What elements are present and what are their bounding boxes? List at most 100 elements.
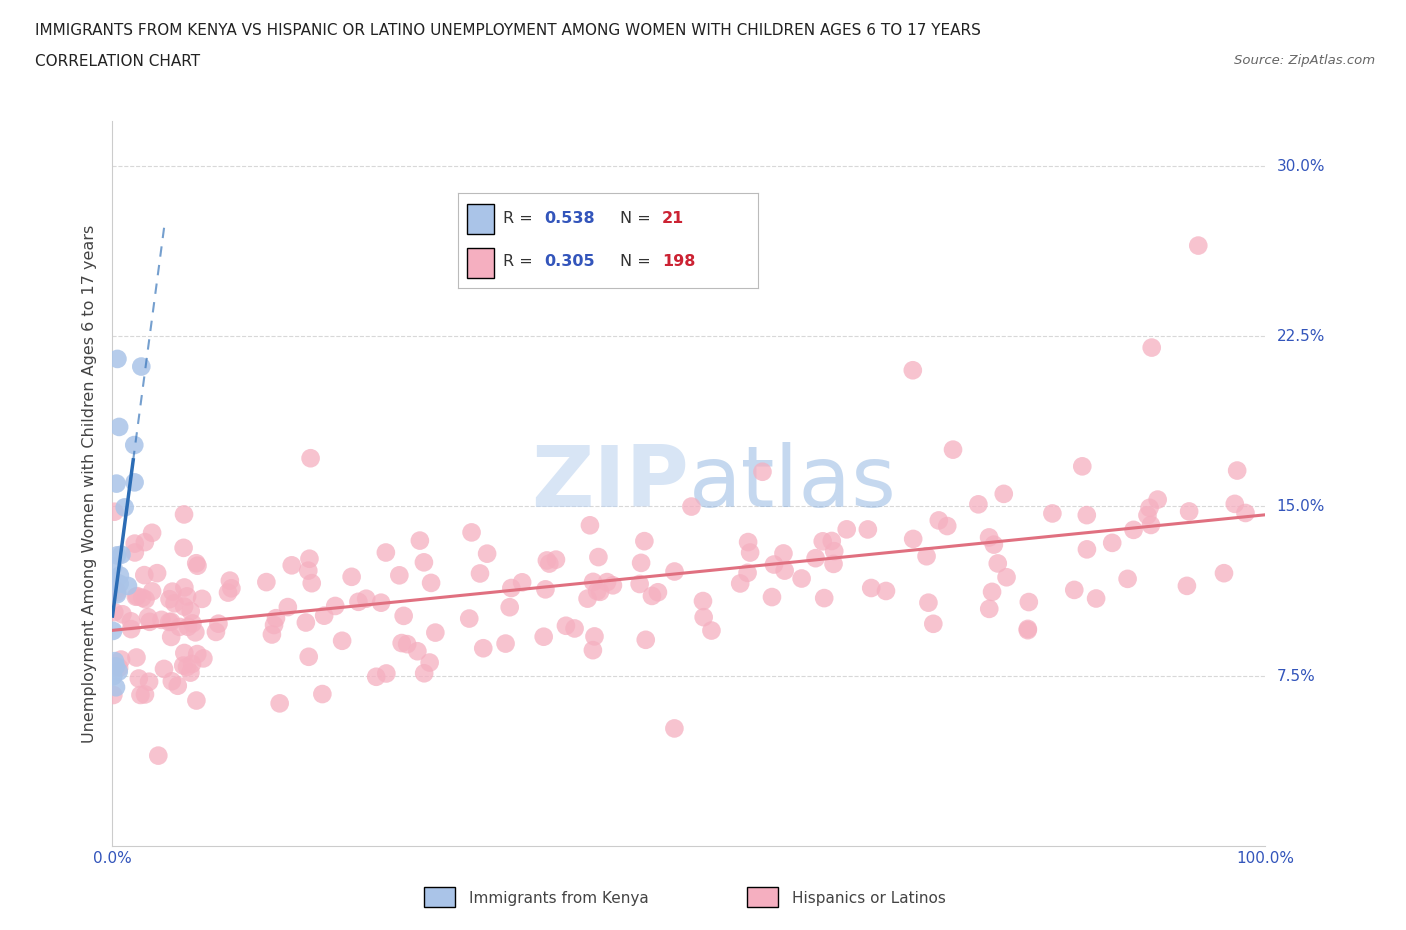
- Point: [134, 567, 156, 582]
- Point: [1017, 623, 1039, 638]
- Point: [1017, 621, 1039, 636]
- Point: [173, 507, 195, 522]
- Point: [263, 618, 285, 632]
- Point: [103, 687, 125, 702]
- Point: [163, 596, 186, 611]
- Point: [103, 604, 125, 619]
- Point: [915, 549, 938, 564]
- Point: [135, 592, 157, 607]
- Point: [295, 615, 318, 630]
- Point: [586, 584, 609, 599]
- Point: [104, 680, 127, 695]
- Point: [1116, 571, 1139, 586]
- Point: [125, 590, 148, 604]
- Point: [180, 604, 202, 618]
- Point: [138, 615, 160, 630]
- Point: [134, 535, 156, 550]
- Point: [737, 535, 759, 550]
- Point: [280, 558, 302, 573]
- Text: IMMIGRANTS FROM KENYA VS HISPANIC OR LATINO UNEMPLOYMENT AMONG WOMEN WITH CHILDR: IMMIGRANTS FROM KENYA VS HISPANIC OR LAT…: [35, 23, 981, 38]
- Point: [134, 687, 156, 702]
- Point: [125, 650, 148, 665]
- Point: [193, 651, 215, 666]
- Point: [124, 537, 146, 551]
- Point: [751, 464, 773, 479]
- Point: [583, 629, 606, 644]
- Point: [987, 556, 1010, 571]
- Text: 15.0%: 15.0%: [1277, 498, 1324, 513]
- Point: [131, 591, 153, 605]
- Point: [166, 678, 188, 693]
- Point: [186, 693, 208, 708]
- Point: [221, 581, 243, 596]
- Point: [1101, 536, 1123, 551]
- Point: [737, 565, 759, 580]
- Point: [388, 568, 411, 583]
- Point: [101, 623, 124, 638]
- Point: [103, 669, 125, 684]
- Point: [664, 565, 686, 579]
- Point: [269, 696, 291, 711]
- Point: [762, 557, 785, 572]
- Point: [114, 500, 136, 515]
- Text: 0.538: 0.538: [544, 211, 595, 226]
- Point: [124, 438, 146, 453]
- Point: [110, 547, 132, 562]
- Point: [1178, 504, 1201, 519]
- Point: [596, 575, 619, 590]
- Point: [588, 550, 610, 565]
- Point: [124, 545, 146, 560]
- Point: [728, 576, 751, 591]
- Point: [983, 538, 1005, 552]
- Point: [425, 625, 447, 640]
- Point: [298, 551, 321, 566]
- Point: [406, 644, 429, 658]
- Point: [186, 646, 208, 661]
- Point: [375, 666, 398, 681]
- Point: [120, 621, 142, 636]
- Point: [409, 533, 432, 548]
- Point: [501, 580, 523, 595]
- Point: [146, 565, 169, 580]
- Point: [207, 617, 229, 631]
- Point: [173, 540, 195, 555]
- Point: [630, 555, 652, 570]
- Point: [186, 558, 208, 573]
- Point: [366, 670, 388, 684]
- Point: [536, 553, 558, 568]
- Point: [108, 577, 131, 591]
- Point: [804, 551, 827, 565]
- Point: [420, 576, 443, 591]
- Point: [813, 591, 835, 605]
- Point: [773, 564, 796, 578]
- Point: [396, 637, 419, 652]
- Text: N =: N =: [620, 254, 651, 270]
- Point: [564, 621, 586, 636]
- Point: [260, 627, 283, 642]
- Point: [1175, 578, 1198, 593]
- Point: [634, 632, 657, 647]
- Text: 22.5%: 22.5%: [1277, 328, 1324, 344]
- Point: [105, 548, 128, 563]
- Point: [458, 611, 481, 626]
- Point: [1223, 497, 1246, 512]
- Point: [555, 618, 578, 633]
- Point: [374, 545, 396, 560]
- Point: [628, 577, 651, 591]
- Point: [790, 571, 813, 586]
- Point: [1122, 523, 1144, 538]
- Point: [181, 616, 204, 631]
- Point: [811, 534, 834, 549]
- Point: [576, 591, 599, 606]
- Point: [510, 575, 533, 590]
- Point: [254, 575, 277, 590]
- Point: [107, 664, 129, 679]
- Point: [160, 614, 183, 629]
- Point: [217, 585, 239, 600]
- Point: [460, 525, 482, 539]
- Point: [104, 654, 127, 669]
- Text: 7.5%: 7.5%: [1277, 669, 1315, 684]
- Point: [901, 363, 924, 378]
- Point: [413, 666, 436, 681]
- Point: [681, 499, 703, 514]
